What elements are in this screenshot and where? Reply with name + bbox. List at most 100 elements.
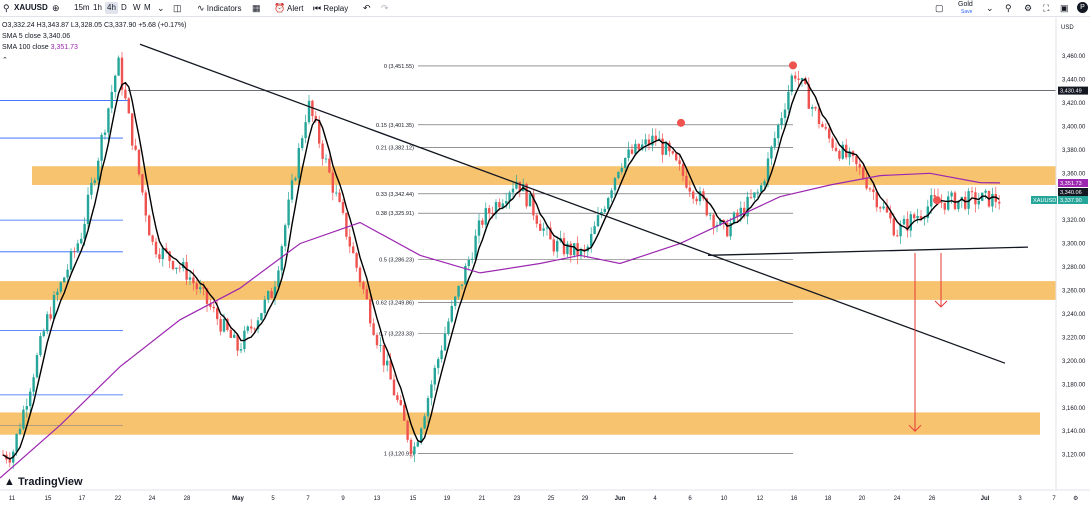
sma5-label: SMA 5 close bbox=[2, 33, 41, 40]
x-tick-label: 29 bbox=[582, 496, 589, 502]
symbol-price-tag bbox=[1031, 196, 1057, 204]
symbol-search-button[interactable]: XAUUSD bbox=[14, 3, 48, 12]
x-tick-label: 16 bbox=[791, 496, 798, 502]
layout-name[interactable]: Gold bbox=[958, 1, 973, 8]
candle-type-icon[interactable]: ◫ bbox=[173, 3, 182, 13]
candle-down bbox=[352, 246, 355, 254]
save-link[interactable]: Save bbox=[961, 9, 973, 15]
layout-dropdown-icon[interactable]: ⌄ bbox=[986, 3, 994, 13]
candle-down bbox=[331, 172, 334, 193]
candle-up bbox=[698, 191, 702, 202]
candle-up bbox=[634, 143, 637, 154]
candle-down bbox=[794, 75, 797, 79]
candle-down bbox=[144, 192, 147, 216]
fibonacci-retracement: 0 (3,451.55) 0.15 (3,401.35) 0.21 (3,382.1… bbox=[376, 64, 793, 458]
candle-up bbox=[413, 446, 416, 455]
candle-down bbox=[8, 459, 11, 463]
candle-up bbox=[756, 191, 759, 193]
candle-up bbox=[239, 349, 243, 351]
candle-up bbox=[511, 188, 515, 193]
candle-up bbox=[763, 181, 766, 186]
candle-up bbox=[290, 180, 294, 200]
candle-down bbox=[127, 98, 130, 114]
timeframe-d[interactable]: D bbox=[121, 3, 127, 12]
replay-button[interactable]: ⏮ Replay bbox=[313, 2, 348, 14]
candle-up bbox=[260, 313, 263, 321]
price-tag-label: 3,340.06 bbox=[1060, 190, 1082, 196]
replay-label: Replay bbox=[323, 4, 349, 13]
candle-up bbox=[59, 282, 62, 292]
candle-up bbox=[494, 202, 498, 214]
fullscreen-icon[interactable]: ⛶ bbox=[1043, 3, 1050, 13]
timeframe-w[interactable]: W bbox=[133, 3, 141, 12]
candle-up bbox=[437, 359, 440, 368]
x-tick-label: 11 bbox=[9, 496, 16, 502]
candle-down bbox=[362, 282, 365, 290]
candle-up bbox=[579, 249, 583, 257]
candle-down bbox=[202, 287, 205, 289]
candle-down bbox=[358, 267, 362, 283]
alert-button[interactable]: ⏰ Alert bbox=[274, 2, 303, 14]
y-tick-label: 3,360.00 bbox=[1062, 171, 1086, 177]
x-tick-label: 15 bbox=[410, 496, 417, 502]
candle-up bbox=[39, 336, 42, 356]
candle-down bbox=[726, 222, 729, 237]
timeframe-15m[interactable]: 15m bbox=[74, 3, 90, 12]
candle-up bbox=[811, 107, 814, 109]
candle-down bbox=[178, 267, 181, 269]
candle-down bbox=[392, 379, 396, 396]
candle-down bbox=[862, 167, 865, 179]
sma5-legend: SMA 5 close 3,340.06 bbox=[2, 33, 70, 40]
candle-down bbox=[406, 420, 409, 440]
candle-up bbox=[450, 305, 453, 322]
resistance-zone bbox=[32, 166, 1056, 185]
candle-up bbox=[29, 391, 32, 407]
x-tick-label: 28 bbox=[184, 496, 191, 502]
candle-down bbox=[165, 248, 168, 252]
candle-down bbox=[685, 175, 688, 188]
search-icon[interactable]: ⚲ bbox=[3, 3, 10, 13]
candle-down bbox=[148, 215, 151, 236]
fib-level-label: 0.62 (3,249.86) bbox=[376, 300, 414, 306]
candle-up bbox=[386, 360, 389, 366]
candle-down bbox=[695, 198, 698, 202]
y-tick-label: 3,180.00 bbox=[1062, 382, 1086, 388]
avatar[interactable]: P bbox=[1077, 2, 1088, 13]
timeframe-4h[interactable]: 4h bbox=[105, 2, 118, 14]
add-symbol-icon[interactable]: ⊕ bbox=[52, 3, 60, 13]
collapse-legend-icon[interactable]: ⌃ bbox=[2, 57, 8, 64]
candle-down bbox=[858, 164, 861, 168]
timeframe-m[interactable]: M bbox=[144, 3, 151, 12]
candle-down bbox=[688, 187, 691, 192]
candle-up bbox=[780, 118, 783, 125]
settings-gear-icon[interactable]: ⚙ bbox=[1024, 3, 1033, 13]
candle-up bbox=[420, 428, 423, 443]
x-tick-label: Jun bbox=[615, 496, 626, 502]
timeframe-1h[interactable]: 1h bbox=[93, 3, 102, 12]
indicators-button[interactable]: ∿ Indicators bbox=[197, 2, 241, 14]
candle-down bbox=[804, 77, 807, 84]
candle-up bbox=[80, 238, 83, 244]
price-chart[interactable]: 0 (3,451.55) 0.15 (3,401.35) 0.21 (3,382.1… bbox=[0, 17, 1090, 506]
branding-text: TradingView bbox=[17, 476, 83, 488]
fib-level-label: 0.33 (3,342.44) bbox=[376, 192, 414, 198]
timeframe-dropdown-icon[interactable]: ⌄ bbox=[157, 3, 165, 13]
resistance-zone bbox=[0, 281, 1056, 300]
undo-icon[interactable]: ↶ bbox=[363, 3, 371, 13]
candle-up bbox=[790, 75, 793, 92]
candle-down bbox=[834, 147, 838, 151]
candle-down bbox=[124, 89, 127, 99]
candle-down bbox=[797, 78, 800, 80]
camera-icon[interactable]: ▣ bbox=[1060, 3, 1069, 13]
sma5-line bbox=[2, 78, 1000, 460]
candle-down bbox=[821, 124, 824, 128]
candle-down bbox=[875, 192, 878, 208]
candle-up bbox=[474, 235, 477, 259]
redo-icon[interactable]: ↷ bbox=[381, 3, 389, 13]
quick-search-icon[interactable]: ⚲ bbox=[1005, 3, 1012, 13]
layout-icon[interactable]: ▢ bbox=[935, 3, 944, 13]
indicators-label: Indicators bbox=[206, 4, 242, 13]
templates-icon[interactable]: ▦ bbox=[252, 3, 261, 13]
candle-down bbox=[562, 238, 566, 255]
candle-down bbox=[345, 212, 348, 237]
